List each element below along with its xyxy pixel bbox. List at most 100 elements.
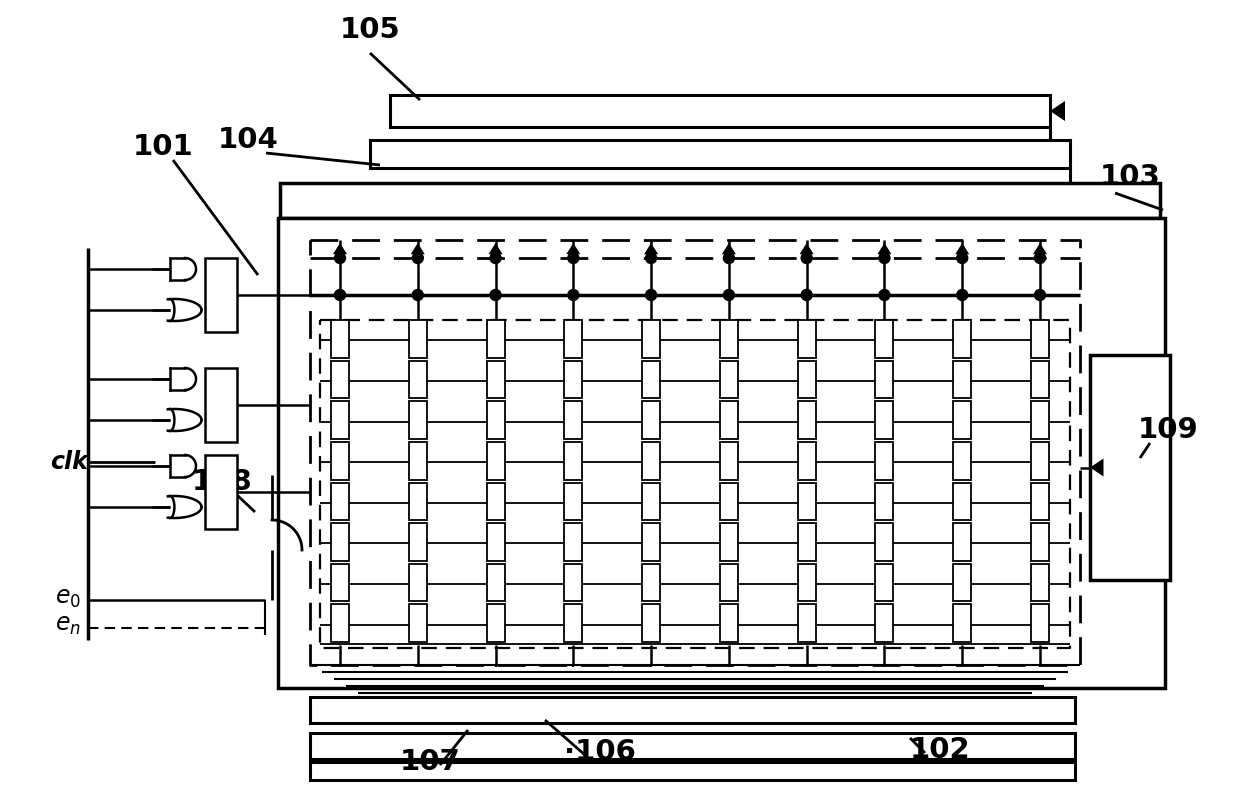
Bar xyxy=(486,605,505,642)
Bar xyxy=(486,320,505,358)
Text: 105: 105 xyxy=(340,16,401,44)
Polygon shape xyxy=(955,243,970,254)
Bar xyxy=(310,733,1075,759)
Bar xyxy=(486,523,505,561)
Bar xyxy=(875,361,894,399)
Bar xyxy=(278,218,1166,688)
Bar xyxy=(954,523,971,561)
Bar xyxy=(409,361,427,399)
Bar xyxy=(1030,361,1049,399)
Bar xyxy=(875,320,894,358)
Bar xyxy=(331,361,348,399)
Text: $e_n$: $e_n$ xyxy=(55,613,81,637)
Bar xyxy=(875,401,894,439)
Bar xyxy=(875,605,894,642)
Circle shape xyxy=(335,253,346,264)
Text: 102: 102 xyxy=(910,736,971,764)
Polygon shape xyxy=(1050,101,1065,121)
Bar xyxy=(954,401,971,439)
Text: 107: 107 xyxy=(399,748,460,776)
Bar xyxy=(954,483,971,520)
Bar xyxy=(205,455,237,529)
Text: $e_0$: $e_0$ xyxy=(55,586,81,610)
Bar xyxy=(1090,355,1171,580)
Bar xyxy=(797,483,816,520)
Bar xyxy=(720,605,738,642)
Bar xyxy=(797,401,816,439)
Text: 104: 104 xyxy=(218,126,278,154)
Text: clk: clk xyxy=(50,450,88,474)
Circle shape xyxy=(490,290,501,301)
Polygon shape xyxy=(567,243,580,254)
Bar xyxy=(642,361,660,399)
Text: 108: 108 xyxy=(192,468,252,496)
Bar xyxy=(280,183,1159,218)
Bar xyxy=(409,523,427,561)
Circle shape xyxy=(335,290,346,301)
Polygon shape xyxy=(334,243,347,254)
Text: ·106: ·106 xyxy=(564,738,636,766)
Bar xyxy=(720,442,738,480)
Bar xyxy=(797,320,816,358)
Bar xyxy=(564,605,583,642)
Bar xyxy=(720,401,738,439)
Bar xyxy=(331,564,348,602)
Bar xyxy=(797,523,816,561)
Circle shape xyxy=(1034,290,1045,301)
Bar xyxy=(205,368,237,442)
Bar xyxy=(331,483,348,520)
Bar xyxy=(310,697,1075,723)
Bar xyxy=(564,442,583,480)
Circle shape xyxy=(1034,253,1045,264)
Polygon shape xyxy=(722,243,735,254)
Polygon shape xyxy=(878,243,892,254)
Bar xyxy=(797,564,816,602)
Bar xyxy=(797,361,816,399)
Circle shape xyxy=(412,253,423,264)
Text: 103: 103 xyxy=(1100,163,1161,191)
Bar xyxy=(954,320,971,358)
Bar xyxy=(391,95,1050,127)
Bar xyxy=(370,140,1070,168)
Bar xyxy=(564,523,583,561)
Bar xyxy=(1030,564,1049,602)
Bar xyxy=(720,361,738,399)
Bar xyxy=(954,564,971,602)
Polygon shape xyxy=(1090,459,1104,476)
Bar xyxy=(720,523,738,561)
Bar xyxy=(331,523,348,561)
Polygon shape xyxy=(1033,243,1047,254)
Bar xyxy=(331,320,348,358)
Circle shape xyxy=(957,253,967,264)
Bar xyxy=(409,401,427,439)
Polygon shape xyxy=(410,243,425,254)
Bar xyxy=(1030,605,1049,642)
Text: 109: 109 xyxy=(1137,416,1198,444)
Bar xyxy=(486,361,505,399)
Bar xyxy=(331,605,348,642)
Bar xyxy=(720,320,738,358)
Bar xyxy=(564,564,583,602)
Circle shape xyxy=(879,290,890,301)
Bar xyxy=(642,523,660,561)
Bar xyxy=(310,762,1075,780)
Bar xyxy=(331,401,348,439)
Bar xyxy=(486,564,505,602)
Bar xyxy=(1030,320,1049,358)
Polygon shape xyxy=(800,243,813,254)
Bar xyxy=(875,483,894,520)
Bar xyxy=(331,442,348,480)
Bar xyxy=(486,483,505,520)
Circle shape xyxy=(646,290,657,301)
Bar xyxy=(1030,401,1049,439)
Circle shape xyxy=(412,290,423,301)
Bar xyxy=(797,605,816,642)
Polygon shape xyxy=(489,243,502,254)
Circle shape xyxy=(568,253,579,264)
Bar xyxy=(875,442,894,480)
Bar xyxy=(564,320,583,358)
Bar xyxy=(954,361,971,399)
Bar xyxy=(409,320,427,358)
Bar xyxy=(642,442,660,480)
Circle shape xyxy=(801,290,812,301)
